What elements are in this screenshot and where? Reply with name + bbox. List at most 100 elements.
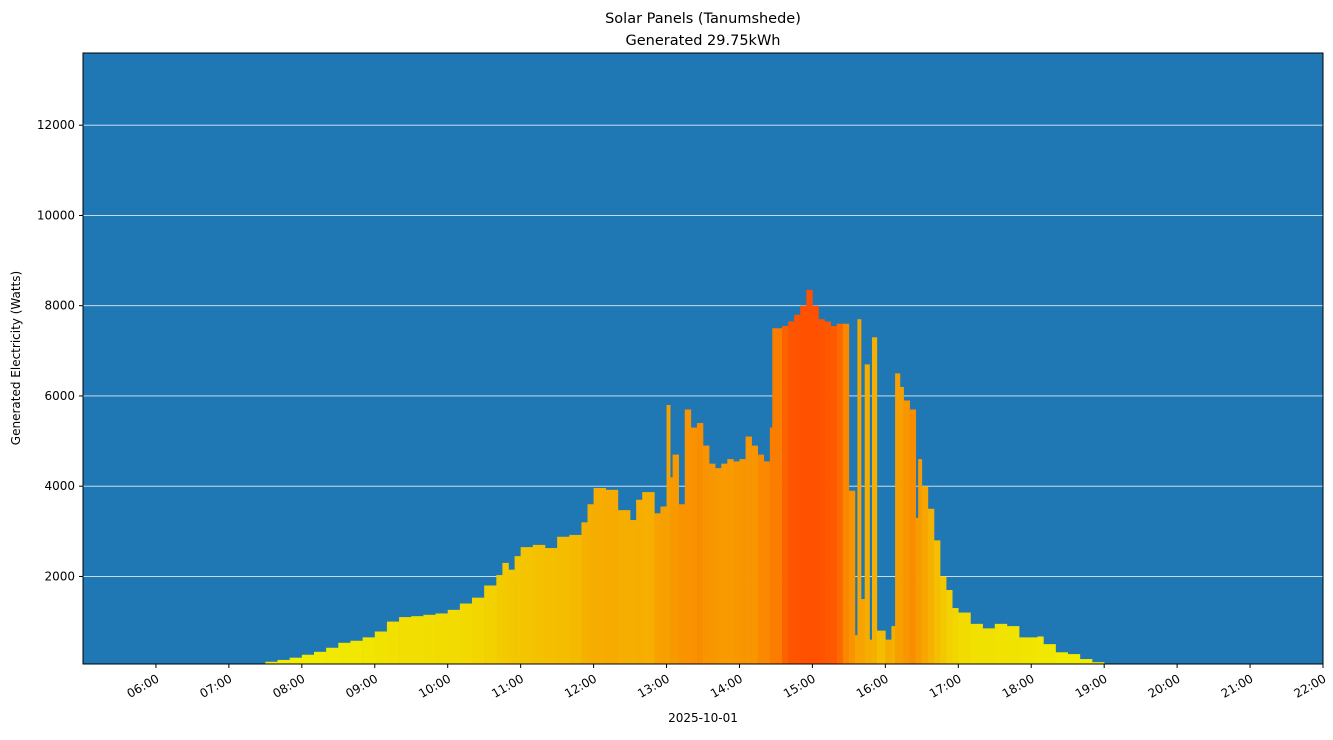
bar — [772, 328, 782, 664]
bar — [895, 373, 900, 664]
bar — [363, 637, 375, 664]
bar — [916, 518, 919, 664]
bar — [806, 290, 812, 664]
bar — [910, 409, 916, 664]
x-tick-label: 08:00 — [270, 671, 307, 700]
x-tick-label: 12:00 — [562, 671, 599, 700]
bar — [411, 616, 423, 664]
bar — [670, 477, 673, 664]
bar — [1019, 637, 1031, 664]
bar — [278, 660, 290, 664]
y-tick-label: 10000 — [37, 208, 75, 222]
x-tick-label: 13:00 — [635, 671, 672, 700]
chart-title: Solar Panels (Tanumshede) — [605, 11, 801, 27]
bar — [606, 490, 618, 664]
bar — [667, 405, 671, 664]
bar — [872, 337, 877, 664]
bar — [673, 455, 679, 664]
bar — [788, 321, 794, 664]
x-tick-label: 09:00 — [343, 671, 380, 700]
bar — [685, 409, 691, 664]
chart-subtitle: Generated 29.75kWh — [626, 33, 781, 49]
bar — [515, 556, 521, 664]
y-axis-label: Generated Electricity (Watts) — [9, 271, 23, 445]
bar — [1007, 626, 1019, 664]
bar — [703, 446, 709, 664]
x-tick-label: 10:00 — [416, 671, 453, 700]
bar — [900, 387, 904, 664]
bar — [983, 628, 995, 664]
x-tick-label: 20:00 — [1146, 671, 1183, 700]
bar — [727, 459, 733, 664]
x-tick-label: 19:00 — [1073, 671, 1110, 700]
bar — [448, 610, 460, 664]
bar — [423, 615, 435, 664]
bar — [922, 486, 928, 664]
bar — [837, 324, 843, 664]
bar — [521, 547, 533, 664]
bar — [843, 324, 849, 664]
x-tick-label: 14:00 — [708, 671, 745, 700]
y-tick-label: 12000 — [37, 118, 75, 132]
bar — [721, 464, 727, 664]
bar — [326, 648, 338, 664]
bar — [746, 437, 752, 664]
bar — [302, 655, 314, 664]
bar — [1068, 654, 1080, 664]
bar — [764, 461, 770, 664]
bar — [970, 624, 982, 664]
bar — [733, 461, 739, 664]
bar — [1031, 637, 1037, 664]
x-axis-label: 2025-10-01 — [668, 711, 738, 725]
bar — [545, 548, 557, 664]
bar — [660, 507, 666, 664]
x-tick-label: 11:00 — [489, 671, 526, 700]
bar — [782, 326, 788, 664]
bar — [877, 631, 886, 664]
bar — [472, 598, 484, 664]
bar — [630, 520, 636, 664]
bar — [350, 641, 362, 664]
bar — [375, 632, 387, 664]
bar — [496, 575, 502, 664]
bar — [812, 306, 818, 664]
bar — [338, 643, 350, 664]
bar — [865, 364, 870, 664]
bar — [618, 510, 630, 664]
bar — [533, 545, 545, 664]
bar — [952, 608, 958, 664]
bar — [697, 423, 703, 664]
x-tick-label: 21:00 — [1219, 671, 1256, 700]
bar — [825, 321, 831, 664]
bar — [849, 491, 855, 664]
bar — [502, 563, 508, 664]
bar — [904, 400, 910, 664]
bar — [857, 319, 861, 664]
bar — [1056, 652, 1068, 664]
bar — [484, 585, 496, 664]
bar — [891, 626, 895, 664]
y-tick-label: 2000 — [44, 569, 75, 583]
bar — [290, 658, 302, 664]
bar — [758, 455, 764, 664]
bar — [679, 504, 685, 664]
bar — [770, 428, 773, 664]
x-tick-label: 16:00 — [854, 671, 891, 700]
y-tick-label: 8000 — [44, 299, 75, 313]
bar — [715, 468, 721, 664]
bar — [642, 492, 654, 664]
bar — [934, 540, 940, 664]
x-tick-label: 18:00 — [1000, 671, 1037, 700]
bar — [918, 459, 922, 664]
x-tick-label: 15:00 — [781, 671, 818, 700]
x-tick-label: 22:00 — [1292, 671, 1329, 700]
bar — [436, 613, 448, 664]
bar — [387, 622, 399, 664]
x-tick-label: 17:00 — [927, 671, 964, 700]
bar — [314, 652, 326, 664]
bar — [1080, 659, 1092, 664]
bar — [636, 500, 642, 664]
